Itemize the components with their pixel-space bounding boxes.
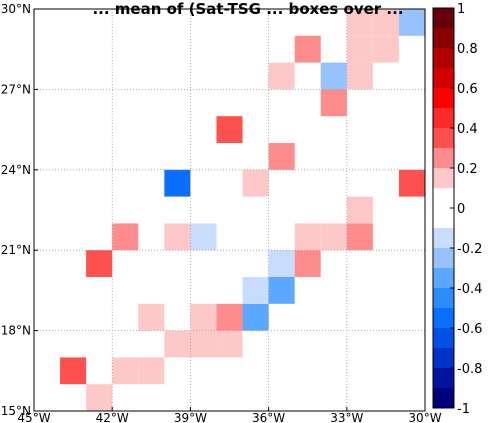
heatmap-cell [268,250,295,277]
heatmap-cell [346,196,373,224]
colorbar-tick-label: 0.8 [457,42,478,57]
colorbar-tick-label: 0.6 [457,82,478,97]
colorbar: 1 0.8 0.6 0.4 0.2 0 -0.2 -0.4 -0.6 -0.8 -1 [432,2,482,417]
heatmap-cell [268,143,295,170]
y-tick-label: 15°N [1,404,31,418]
colorbar-swatch [433,8,454,28]
heatmap-cell [268,277,295,304]
colorbar-swatch [433,228,454,248]
colorbar-swatch [433,68,454,88]
heatmap-cell [138,357,165,385]
colorbar-tick-label: 0.2 [457,162,478,177]
heatmap-cell [216,330,243,358]
heatmap-cell [60,357,87,385]
heatmap-cell [242,169,269,197]
heatmap-cell [164,169,191,197]
colorbar-tick-label: -0.6 [457,322,482,337]
heatmap-cell [398,9,425,36]
colorbar-swatch [433,368,454,388]
x-tick-label: 45°W [17,411,50,423]
heatmap-cell [320,62,347,90]
colorbar-swatch [433,168,454,188]
colorbar-swatch [433,348,454,368]
y-tick-label: 21°N [1,243,31,257]
colorbar-tick-label: -0.2 [457,242,482,257]
heatmap-cell [320,223,347,251]
chart-title: ... mean of (Sat-TSG ... boxes over ... [92,0,403,18]
grid-lines [34,9,425,411]
heatmap-cell [294,35,321,63]
x-tick-label: 39°W [174,411,207,423]
colorbar-swatch [433,288,454,308]
heatmap-cell [216,303,243,331]
heatmap-cell [268,62,295,90]
colorbar-swatch [433,48,454,68]
colorbar-swatch [433,328,454,348]
colorbar-swatch [433,88,454,108]
heatmap-cell [372,9,399,36]
heatmap-cell [112,357,139,385]
axis-ticks: 45°W 42°W 39°W 36°W 33°W 30°W 15°N 18°N 21°N 24°N… [1,2,442,423]
colorbar-swatch [433,268,454,288]
heatmap-cell [242,303,269,331]
heatmap-cell [242,277,269,304]
heatmap-cell [346,35,373,63]
heatmap-cell [216,116,243,143]
x-tick-label: 42°W [96,411,129,423]
colorbar-tick-label: -0.8 [457,362,482,377]
x-tick-label: 33°W [330,411,363,423]
y-tick-label: 24°N [1,163,31,177]
colorbar-tick-label: 1 [457,2,465,17]
heatmap-cell [86,250,113,277]
colorbar-swatch [433,188,454,228]
heatmap-cell [164,223,191,251]
y-tick-label: 18°N [1,324,31,338]
colorbar-swatch [433,108,454,128]
heatmap-cells [60,9,425,411]
colorbar-tick-label: 0.4 [457,122,478,137]
colorbar-tick-label: 0 [457,202,465,217]
heatmap-cell [164,330,191,358]
colorbar-swatch [433,148,454,168]
y-tick-label: 27°N [1,82,31,96]
heatmap-cell [346,9,373,36]
x-tick-label: 30°W [408,411,441,423]
colorbar-tick-label: -0.4 [457,282,482,297]
heatmap-cell [346,223,373,251]
x-tick-label: 36°W [252,411,285,423]
heatmap-cell [372,35,399,63]
heatmap-cell [112,223,139,251]
heatmap-cell [138,303,165,331]
plot-frame [33,8,426,412]
heatmap-cell [294,250,321,277]
heatmap-cell [346,62,373,90]
heatmap-cell [320,89,347,117]
colorbar-swatch [433,388,454,408]
colorbar-swatch [433,128,454,148]
colorbar-swatch [433,28,454,48]
heatmap-cell [86,384,113,411]
heatmap-cell [190,303,217,331]
heatmap-cell [190,330,217,358]
heatmap-cell [398,169,425,197]
heatmap-cell [294,223,321,251]
y-tick-label: 30°N [1,2,31,16]
colorbar-swatch [433,308,454,328]
colorbar-tick-label: -1 [457,402,470,417]
colorbar-swatch [433,248,454,268]
heatmap-cell [190,223,217,251]
